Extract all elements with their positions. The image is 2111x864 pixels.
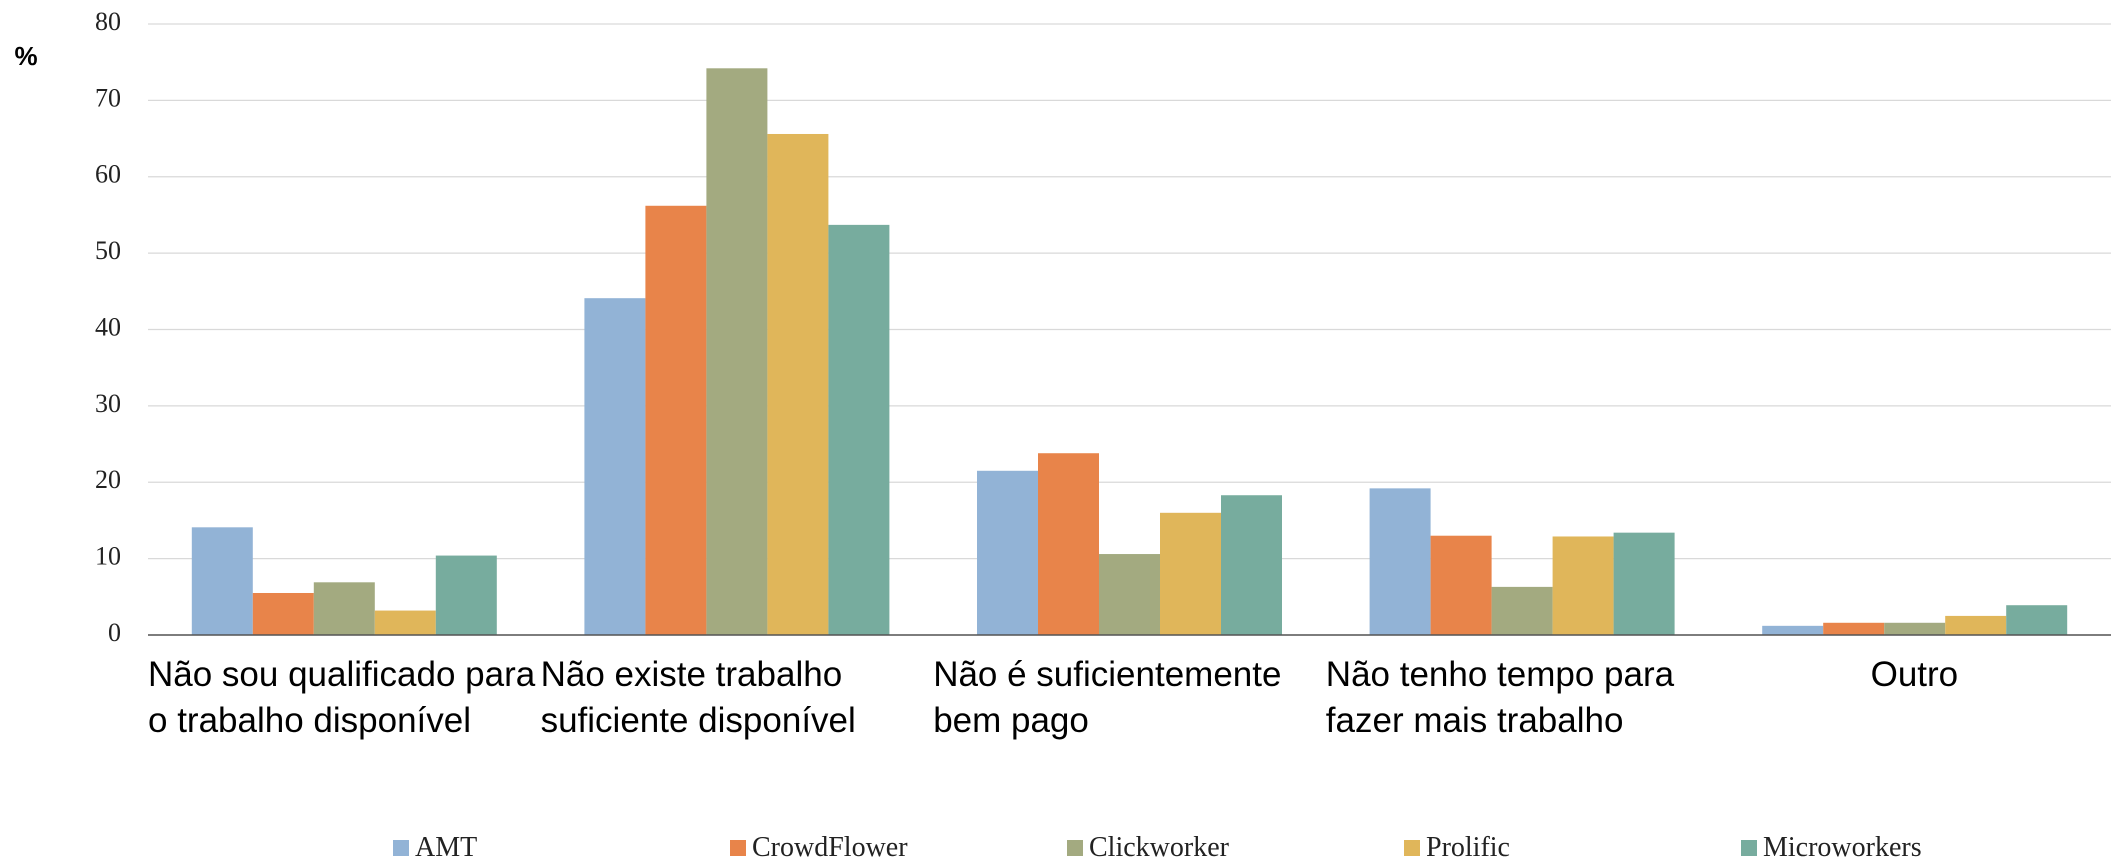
y-tick-label: 50	[95, 236, 121, 265]
bar	[1160, 512, 1221, 635]
bar	[313, 582, 375, 635]
bar	[1369, 488, 1431, 635]
bar	[1762, 625, 1824, 635]
y-tick-label: 0	[108, 618, 121, 647]
bar	[645, 205, 707, 635]
bar	[2006, 605, 2068, 635]
legend-label: Prolific	[1426, 832, 1510, 863]
x-tick-label-box: Não é suficientemente bem pago	[933, 652, 1325, 744]
x-tick-label-box: Outro	[1718, 652, 2110, 698]
bar	[1945, 615, 2007, 635]
bar	[828, 224, 890, 635]
bar	[1099, 554, 1160, 635]
legend-item: CrowdFlower	[730, 832, 908, 864]
bar	[1491, 586, 1553, 635]
x-tick-label: Não existe trabalho suficiente disponíve…	[540, 655, 856, 740]
legend-item: AMT	[393, 832, 477, 864]
bar	[252, 592, 314, 635]
x-tick-label-box: Não existe trabalho suficiente disponíve…	[541, 652, 933, 744]
legend-swatch	[1404, 840, 1420, 856]
bar	[767, 133, 829, 636]
x-tick-label-box: Não tenho tempo para fazer mais trabalho	[1326, 652, 1718, 744]
x-tick-label-box: Não sou qualificado para o trabalho disp…	[148, 652, 540, 744]
legend-item: Prolific	[1404, 832, 1510, 864]
y-tick-label: 40	[95, 312, 121, 341]
y-tick-label: 10	[95, 542, 121, 571]
y-tick-label: 60	[95, 160, 121, 189]
legend-swatch	[1067, 840, 1083, 856]
legend-item: Clickworker	[1067, 832, 1229, 864]
legend-swatch	[1741, 840, 1757, 856]
bar	[1884, 622, 1946, 635]
y-tick-label: 70	[95, 83, 121, 112]
legend-swatch	[730, 840, 746, 856]
bar	[435, 555, 497, 635]
bar	[706, 68, 768, 636]
y-tick-label: 20	[95, 465, 121, 494]
legend-swatch	[393, 840, 409, 856]
bar	[1552, 536, 1614, 635]
legend-label: AMT	[415, 832, 478, 863]
y-axis-label: %	[14, 41, 37, 71]
bar	[1221, 495, 1282, 635]
y-tick-label: 30	[95, 389, 121, 418]
legend-item: Microworkers	[1741, 832, 1922, 864]
x-tick-label: Outro	[1870, 655, 1959, 694]
bar	[1823, 622, 1885, 635]
bar	[1038, 453, 1099, 635]
legend-label: CrowdFlower	[752, 832, 908, 863]
x-tick-label: Não tenho tempo para fazer mais trabalho	[1325, 655, 1675, 740]
x-tick-label: Não sou qualificado para o trabalho disp…	[148, 655, 536, 740]
bar	[977, 470, 1038, 635]
legend-label: Clickworker	[1089, 832, 1229, 863]
y-tick-label: 80	[95, 7, 121, 36]
legend-label: Microworkers	[1763, 832, 1922, 863]
bar	[584, 298, 646, 635]
bar	[1430, 535, 1492, 635]
bar	[191, 527, 253, 635]
legend: AMT CrowdFlower Clickworker Prolific Microwo…	[0, 832, 2111, 863]
x-tick-label: Não é suficientemente bem pago	[933, 655, 1282, 740]
bar	[374, 610, 436, 635]
bar	[1613, 532, 1675, 635]
